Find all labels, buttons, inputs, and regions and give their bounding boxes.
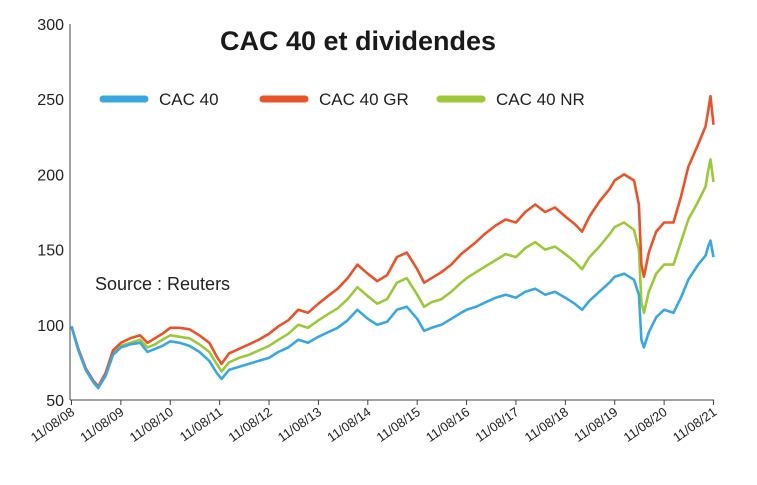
x-tick-label: 11/08/12 [225,404,274,445]
series-line-2 [70,158,715,390]
x-tick-label: 11/08/18 [522,404,571,445]
x-tick-label: 11/08/21 [670,404,719,445]
x-tick-label: 11/08/10 [127,404,176,445]
legend-label-2: CAC 40 NR [496,90,585,109]
y-tick-label: 100 [37,318,64,335]
x-tick-label: 11/08/20 [621,404,670,445]
x-tick-label: 11/08/08 [28,404,77,445]
x-tick-label: 11/08/11 [177,404,225,444]
y-axis: 50 100 150 200 250 300 [37,17,71,410]
chart-title: CAC 40 et dividendes [220,26,496,56]
x-tick-label: 11/08/09 [77,404,126,445]
source-annotation: Source : Reuters [95,274,230,294]
x-axis: 11/08/08 11/08/09 11/08/10 11/08/11 11/08/12… [28,399,719,445]
x-tick-label: 11/08/17 [472,404,521,445]
series-layer [70,94,715,390]
x-tick-label: 11/08/15 [374,404,423,445]
y-tick-label: 50 [46,393,64,410]
series-line-0 [70,239,715,390]
y-tick-label: 150 [37,243,64,260]
legend-label-1: CAC 40 GR [319,90,409,109]
y-tick-label: 300 [37,17,64,34]
legend-label-0: CAC 40 [159,90,219,109]
x-tick-label: 11/08/19 [571,404,620,445]
x-tick-label: 11/08/16 [423,404,472,445]
series-line-1 [70,94,715,388]
y-tick-label: 200 [37,167,64,184]
y-tick-label: 250 [37,92,64,109]
legend: CAC 40 CAC 40 GR CAC 40 NR [99,90,585,109]
x-tick-label: 11/08/14 [324,404,373,445]
x-tick-label: 11/08/13 [275,404,324,445]
